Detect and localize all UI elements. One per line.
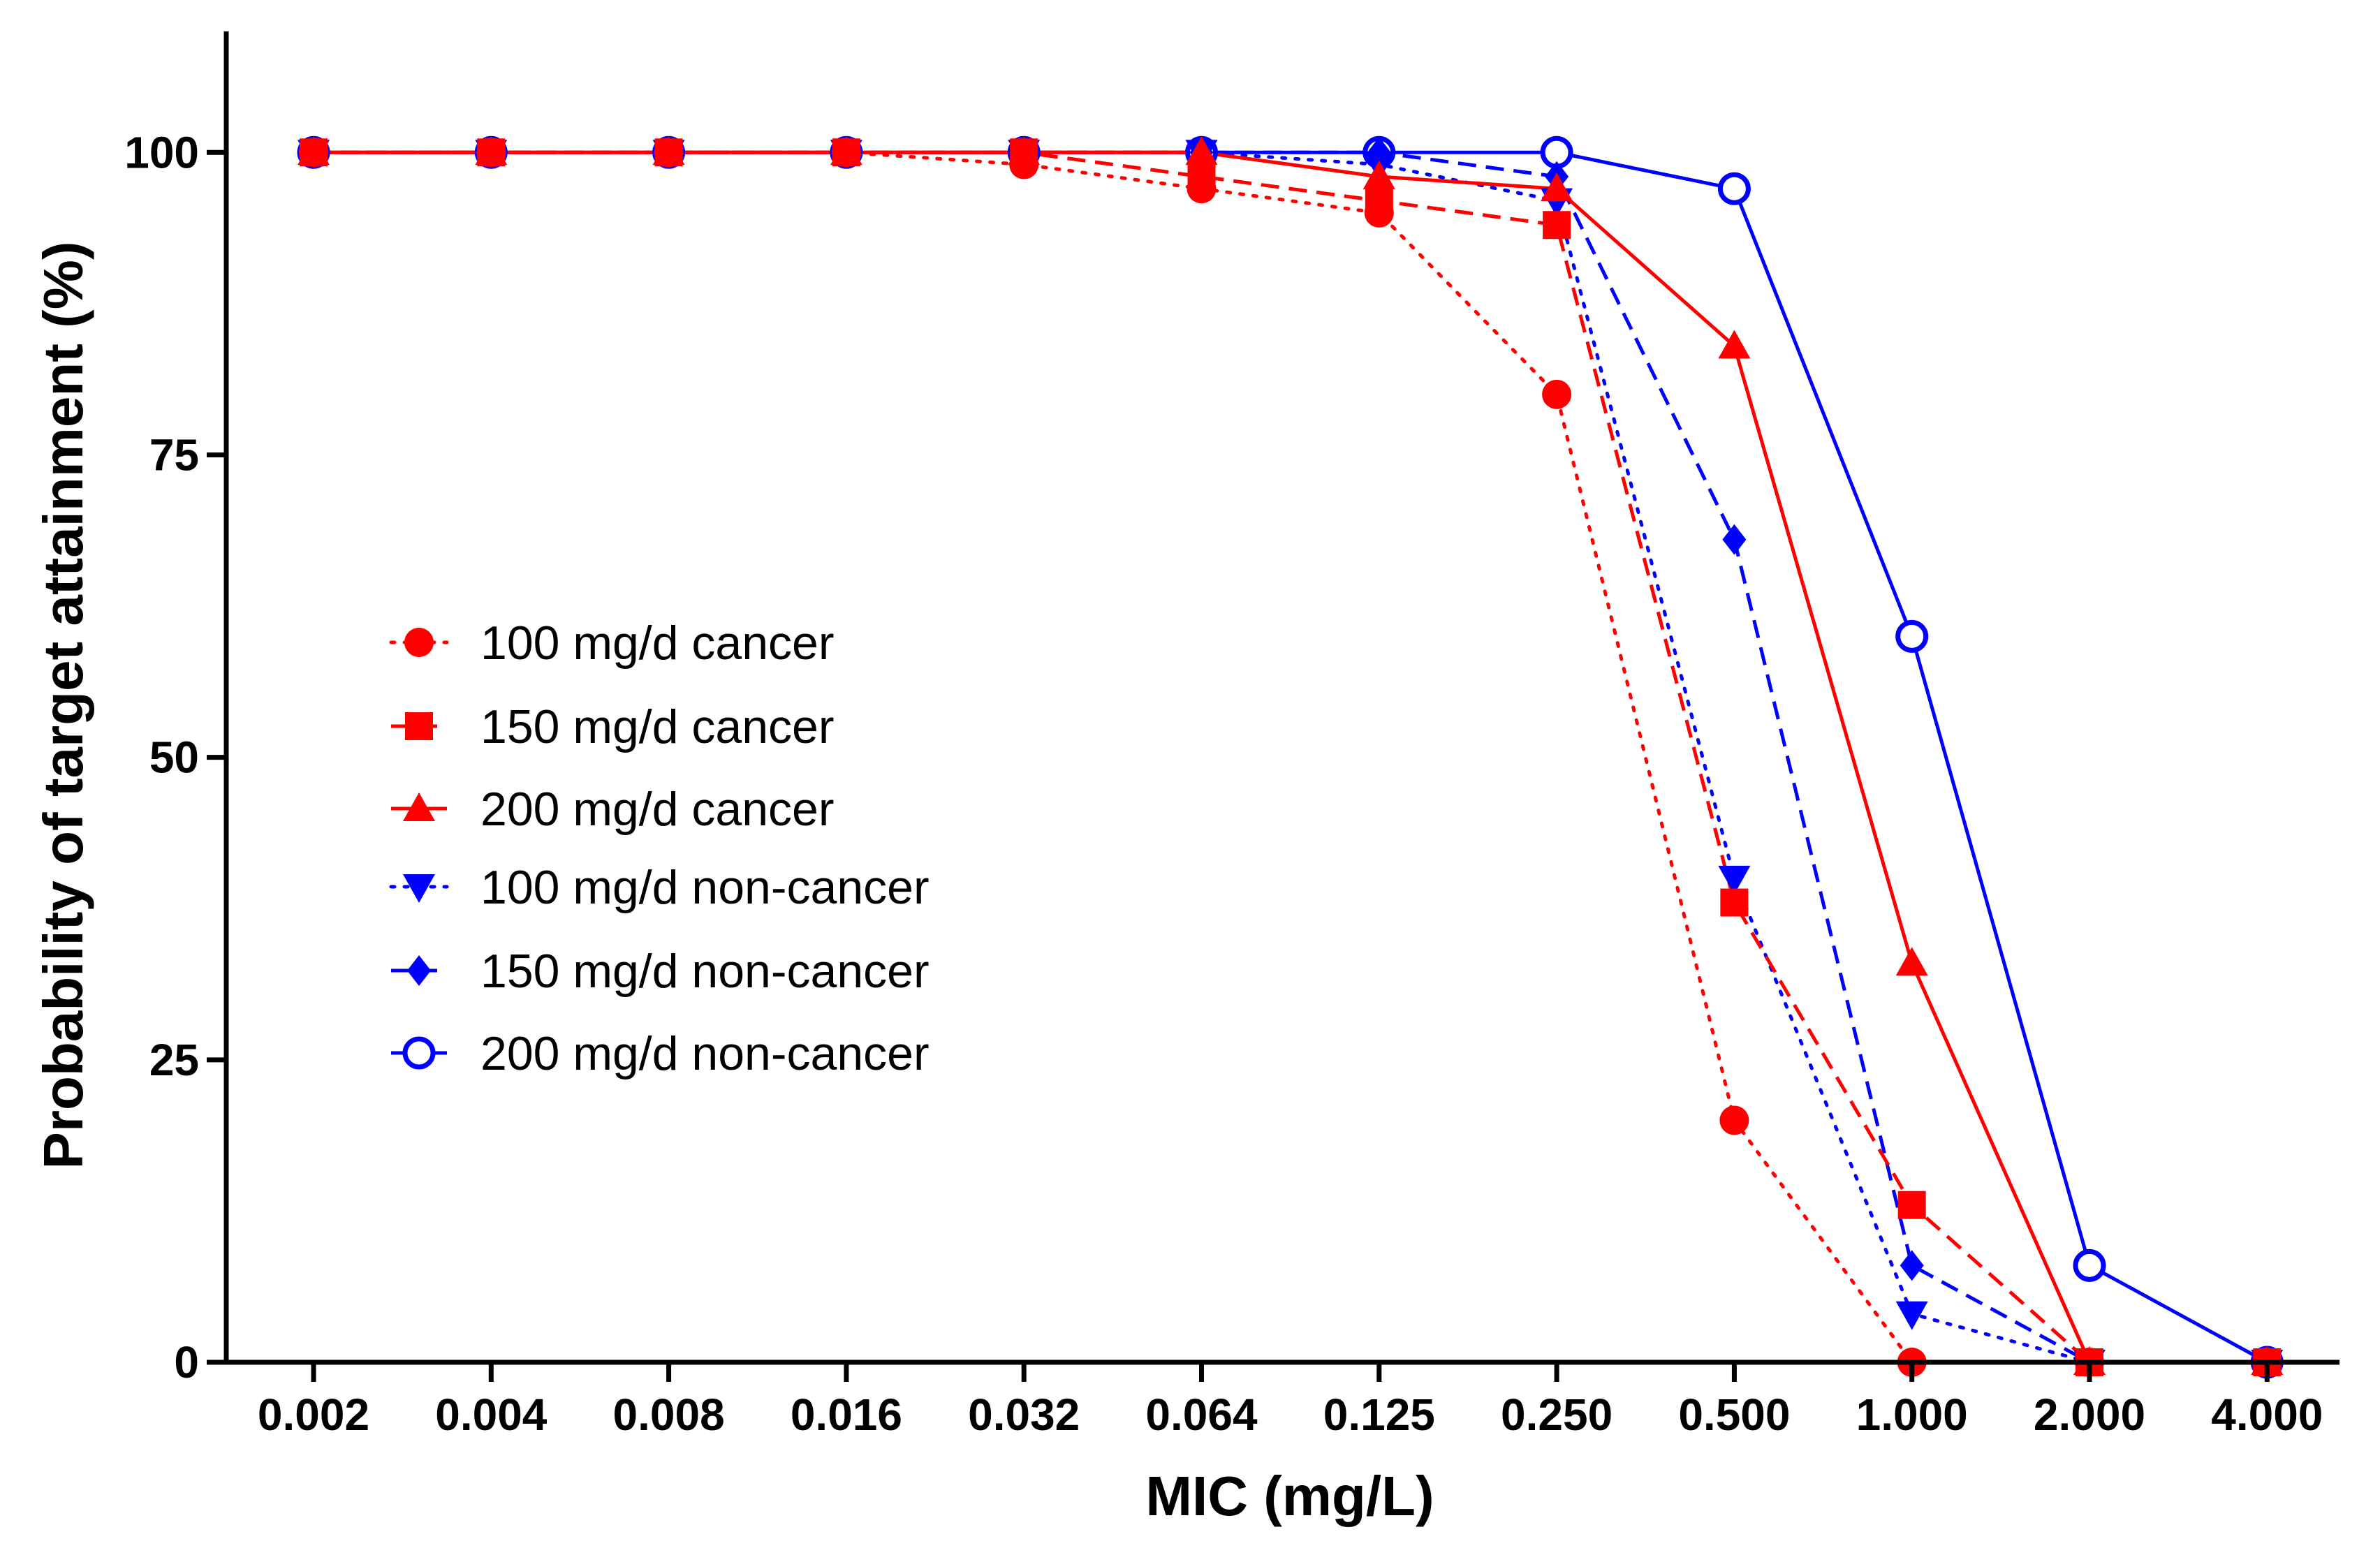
- data-point: [1185, 136, 1218, 165]
- data-point: [1895, 1301, 1928, 1330]
- series-line: [311, 150, 2269, 1364]
- x-axis-title: MIC (mg/L): [1145, 1465, 1434, 1527]
- data-point: [831, 138, 861, 168]
- data-point: [1720, 888, 1749, 917]
- legend: 100 mg/d cancer 150 mg/d cancer 200 mg/d c…: [389, 617, 930, 1080]
- data-point: [1717, 172, 1751, 205]
- x-tick-label: 0.032: [968, 1390, 1080, 1440]
- x-tick-label: 0.004: [435, 1390, 548, 1440]
- series-line: [314, 150, 2268, 1364]
- series-lines: [311, 150, 2269, 1364]
- data-point: [1719, 1105, 1749, 1135]
- x-tick-label: 4.000: [2211, 1390, 2323, 1440]
- series-line: [314, 150, 2268, 1364]
- legend-item: 200 mg/d cancer: [391, 783, 835, 836]
- y-tick-label: 25: [149, 1035, 199, 1085]
- legend-item: 200 mg/d non-cancer: [391, 1027, 930, 1080]
- data-point: [1364, 198, 1394, 228]
- legend-marker: [403, 793, 435, 821]
- data-point: [1895, 619, 1929, 653]
- series-line: [314, 150, 2268, 1364]
- legend-item: 100 mg/d non-cancer: [389, 861, 930, 914]
- data-point: [1543, 211, 1571, 239]
- y-ticks: 0 25 50 75 100: [124, 127, 226, 1387]
- series-line: [311, 150, 2269, 1364]
- legend-marker: [403, 874, 435, 903]
- data-point: [476, 138, 506, 168]
- legend-label: 100 mg/d cancer: [480, 617, 835, 670]
- legend-label: 150 mg/d cancer: [480, 700, 835, 753]
- data-point: [1542, 379, 1572, 409]
- y-tick-label: 75: [149, 429, 199, 480]
- data-point: [654, 138, 684, 168]
- legend-item: 100 mg/d cancer: [389, 617, 835, 670]
- x-tick-label: 0.500: [1678, 1390, 1790, 1440]
- legend-marker: [404, 628, 434, 657]
- data-point: [1722, 524, 1747, 555]
- x-tick-label: 0.008: [613, 1390, 725, 1440]
- x-tick-label: 0.002: [258, 1390, 369, 1440]
- legend-label: 150 mg/d non-cancer: [480, 945, 930, 998]
- x-tick-label: 0.064: [1145, 1390, 1258, 1440]
- series-line: [314, 150, 2268, 1364]
- data-point: [1718, 865, 1751, 894]
- y-tick-label: 100: [124, 127, 199, 177]
- data-point: [1187, 174, 1217, 204]
- x-tick-label: 1.000: [1856, 1390, 1968, 1440]
- legend-label: 200 mg/d cancer: [480, 783, 835, 836]
- y-axis-title: Probability of target attainment (%): [32, 242, 94, 1170]
- legend-item: 150 mg/d non-cancer: [391, 945, 930, 998]
- data-point: [2073, 1248, 2106, 1282]
- legend-item: 150 mg/d cancer: [391, 700, 835, 753]
- data-point: [1009, 149, 1039, 179]
- data-point: [1897, 1191, 1926, 1219]
- legend-marker: [407, 955, 431, 986]
- x-tick-label: 0.125: [1323, 1390, 1435, 1440]
- x-ticks: 0.002 0.004 0.008 0.016 0.032 0.064 0.125 0.250…: [258, 1362, 2323, 1440]
- legend-marker: [405, 712, 433, 740]
- series-markers: [297, 135, 2284, 1379]
- legend-label: 200 mg/d non-cancer: [480, 1027, 930, 1080]
- data-point: [1362, 160, 1395, 189]
- data-point: [1541, 172, 1573, 202]
- x-tick-label: 0.250: [1501, 1390, 1613, 1440]
- data-point: [1900, 1250, 1924, 1281]
- data-point: [299, 138, 328, 168]
- x-tick-label: 2.000: [2034, 1390, 2145, 1440]
- y-tick-label: 50: [149, 732, 199, 783]
- axes: [223, 31, 2339, 1365]
- y-tick-label: 0: [174, 1337, 199, 1387]
- legend-marker: [402, 1036, 436, 1070]
- data-point: [1718, 330, 1751, 359]
- data-point: [1895, 947, 1928, 976]
- legend-label: 100 mg/d non-cancer: [480, 861, 930, 914]
- x-tick-label: 0.016: [791, 1390, 902, 1440]
